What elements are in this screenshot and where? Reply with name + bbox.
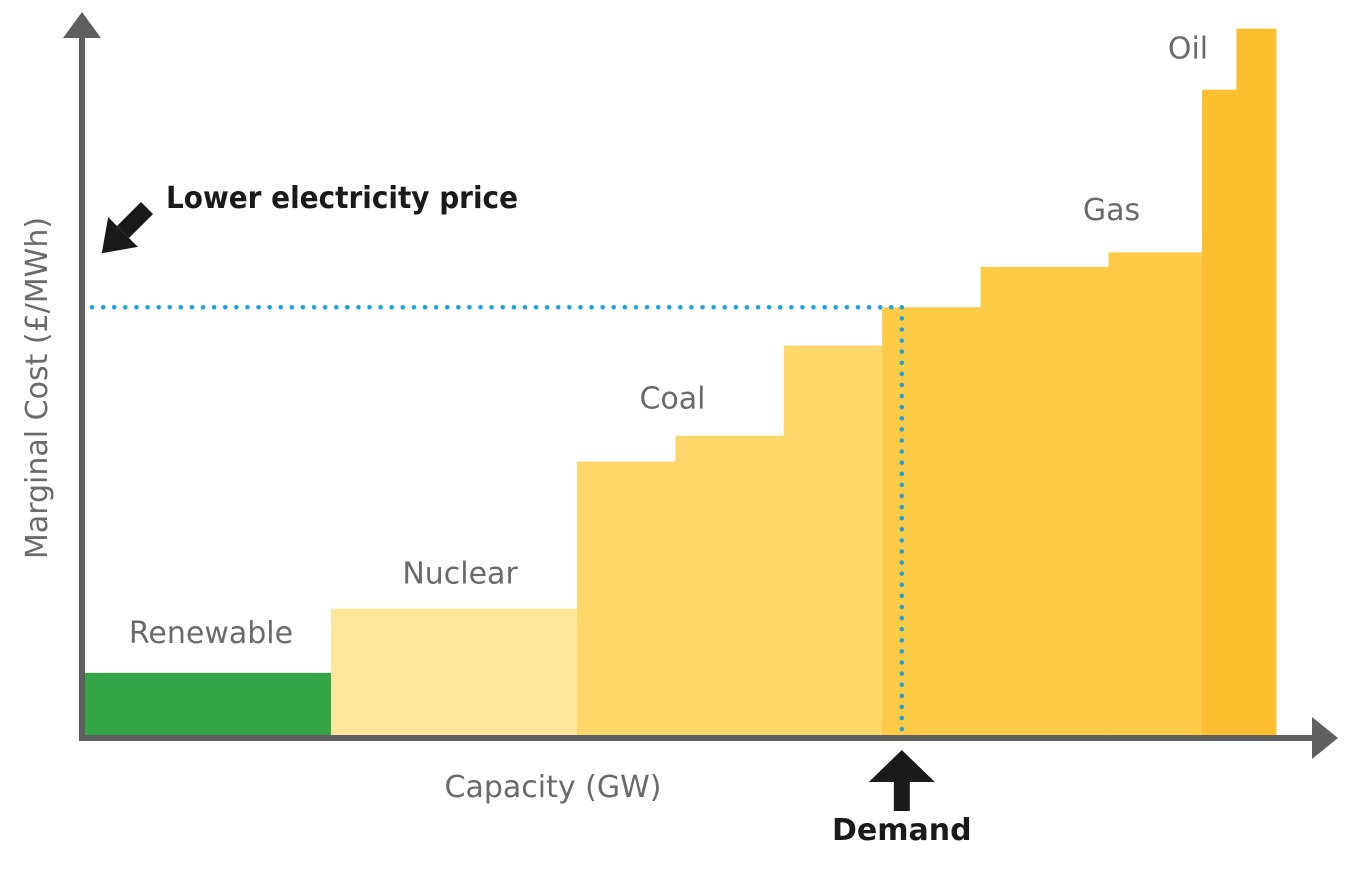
series-label-renewable: Renewable: [129, 616, 293, 651]
bar-coal-2: [675, 435, 785, 735]
y-axis-label: Marginal Cost (£/MWh): [20, 217, 55, 559]
x-axis-arrowhead: [1312, 717, 1338, 759]
bar-renewable-1: [85, 672, 332, 735]
series-label-coal: Coal: [639, 382, 705, 417]
series-labels: Renewable Nuclear Coal Gas Oil: [129, 32, 1208, 651]
x-axis-label: Capacity (GW): [445, 770, 662, 805]
series-label-nuclear: Nuclear: [402, 557, 518, 592]
lower-price-annotation: Lower electricity price: [166, 181, 518, 216]
demand-label: Demand: [832, 813, 972, 848]
demand-arrow-icon: [868, 750, 935, 811]
bar-coal-3: [783, 345, 883, 735]
bar-nuclear-1: [331, 608, 578, 735]
series-label-gas: Gas: [1083, 193, 1140, 228]
bars-group: [85, 28, 1277, 735]
bar-gas-3: [1108, 252, 1203, 735]
bar-coal-1: [577, 461, 677, 735]
bar-gas-1: [882, 307, 982, 735]
bar-oil-2: [1236, 28, 1277, 735]
lower-price-arrow-icon: [101, 201, 154, 254]
bar-oil-1: [1201, 89, 1238, 735]
y-axis-arrowhead: [63, 12, 101, 38]
series-label-oil: Oil: [1168, 32, 1208, 67]
bar-gas-2: [980, 266, 1110, 735]
